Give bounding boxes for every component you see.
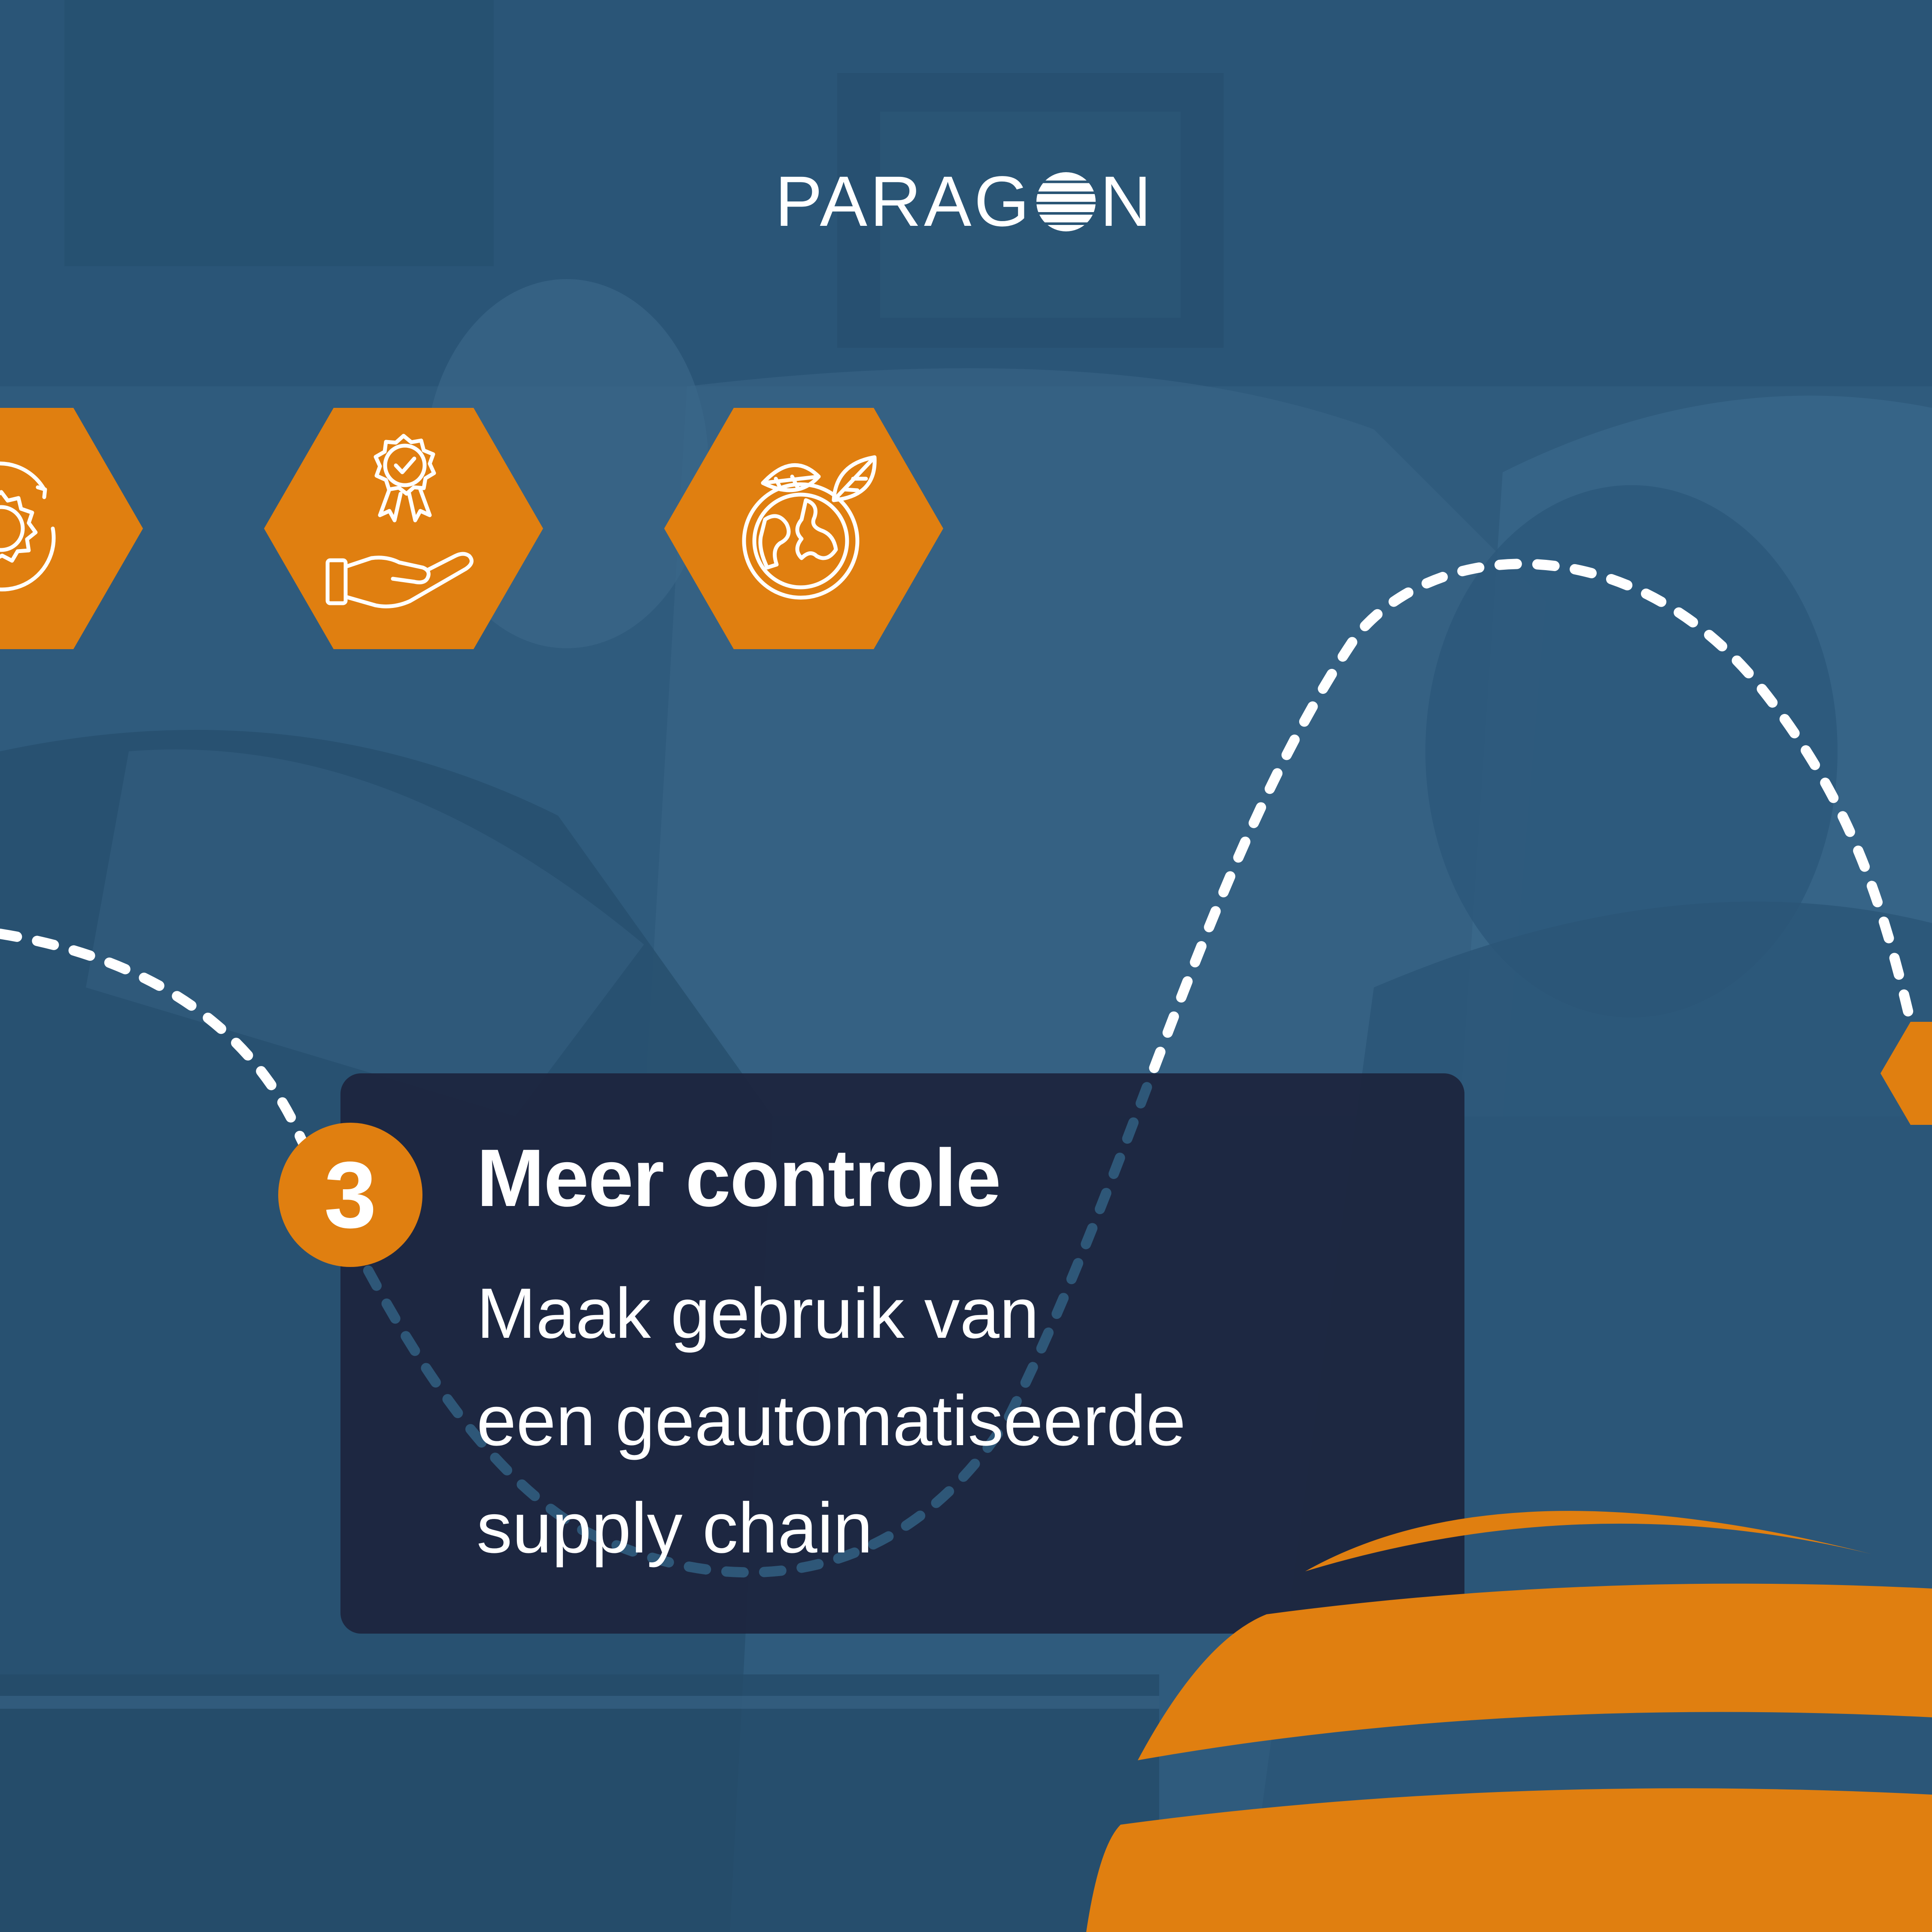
step-number-badge: 3 <box>278 1123 422 1267</box>
step-description-line: een geautomatiseerde <box>477 1367 1186 1475</box>
step-description-line: Maak gebruik van <box>477 1260 1186 1367</box>
step-title: Meer controle <box>477 1133 1000 1223</box>
step-description: Maak gebruik van een geautomatiseerde su… <box>477 1260 1186 1582</box>
step-description-line: supply chain <box>477 1475 1186 1582</box>
